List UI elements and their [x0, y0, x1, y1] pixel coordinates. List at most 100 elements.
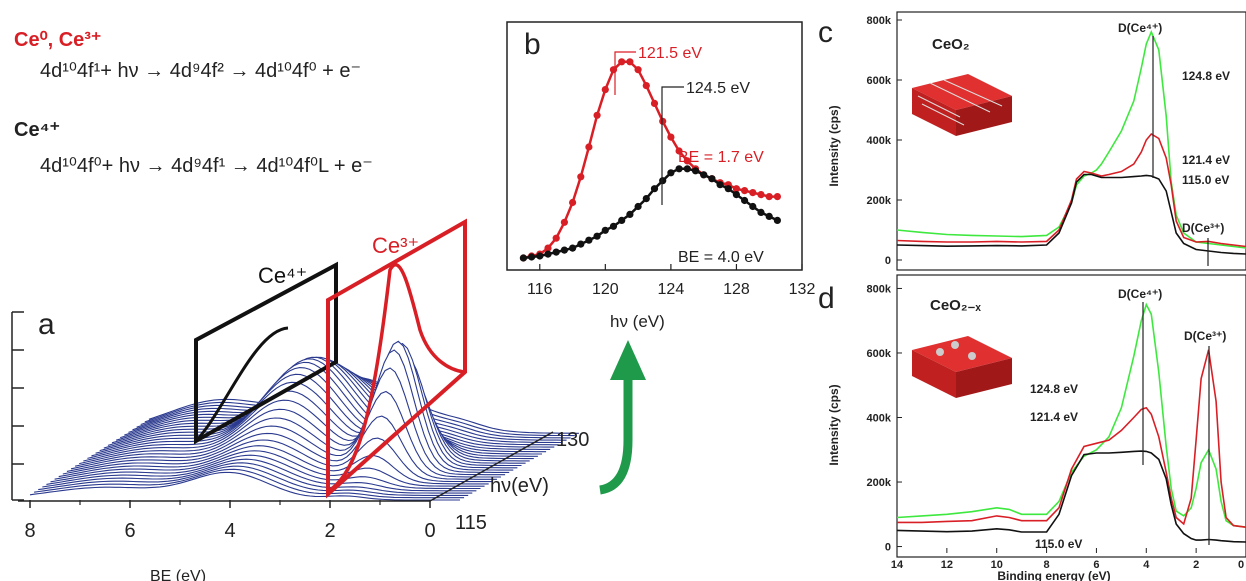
yaxis-tick-label: 400k [867, 135, 892, 147]
panel-d-xlabel: Binding energy (eV) [997, 569, 1110, 581]
panel-c-letter: c [818, 16, 833, 49]
panel-b-xtick-label: 128 [723, 281, 750, 298]
panel-c-frame [896, 11, 1246, 271]
panel-b-point [732, 191, 741, 199]
panel-b-point [544, 250, 552, 258]
panel-b-point [675, 147, 683, 155]
ce0-equation: 4d¹⁰4f¹+ hν → 4d⁹4f² → 4d¹⁰4f⁰ + e⁻ [40, 60, 361, 82]
b-124-label: 124.5 eV [686, 80, 750, 97]
panel-b-point [773, 193, 782, 201]
c-115-label: 115.0 eV [1182, 173, 1229, 187]
panel-b-point [659, 177, 667, 185]
panel-b-point [560, 246, 569, 254]
panel-b-point [593, 232, 601, 240]
yaxis-tick-label: 600k [867, 75, 892, 87]
panel-d-frame [896, 274, 1246, 558]
panel-b-point [773, 216, 782, 224]
b-124-leader [661, 86, 684, 205]
panel-a-ce4-frame [194, 261, 338, 445]
panel-b-point [528, 253, 536, 261]
panel-b-point [519, 254, 528, 262]
panel-b-point [552, 234, 560, 242]
panel-b-point [683, 157, 691, 165]
xaxis-tick-label: 14 [891, 559, 904, 571]
panel-b-point [601, 86, 609, 94]
yaxis-tick-label: 400k [867, 413, 892, 425]
panel-b-point [683, 165, 691, 173]
panel-a-xtick-label: 2 [324, 520, 335, 542]
panel-b-point [749, 189, 757, 197]
panel-a-xticks: 8 6 4 2 0 [24, 500, 436, 542]
panel-b-point [650, 185, 659, 193]
panel-b-point [765, 212, 773, 220]
d-dce4-label: D(Ce⁴⁺) [1118, 287, 1162, 301]
panel-b-point [634, 202, 642, 211]
ce0-label: Ce⁰, Ce³⁺ [14, 29, 101, 51]
d-dce3-label: D(Ce³⁺) [1184, 329, 1226, 343]
panel-b-point [732, 185, 741, 193]
panel-d-title: CeO₂₋ₓ [930, 297, 981, 314]
panel-d-plot [896, 302, 1246, 543]
d-121-label: 121.4 eV [1030, 410, 1078, 424]
panel-b-letter: b [524, 28, 541, 61]
panel-b-point [765, 193, 773, 201]
panel-b-point [708, 175, 716, 183]
yaxis-tick-label: 600k [867, 348, 892, 360]
b-red-series-label: BE = 1.7 eV [678, 149, 764, 166]
panel-a-xtick-label: 8 [24, 520, 35, 542]
panel-b-point [552, 248, 560, 256]
panel-b-point [585, 143, 593, 151]
panel-b-point [626, 210, 634, 218]
b-121-leader [614, 51, 636, 95]
xaxis-tick-label: 2 [1193, 559, 1199, 571]
yaxis-tick-label: 800k [867, 283, 892, 295]
panel-b: b 116 120 124 128 132 hν (eV) 121.5 eV 124.5… [506, 21, 815, 331]
xps-series-line [896, 302, 1246, 528]
panel-a-xlabel: BE (eV) [150, 568, 206, 581]
ceo2-lattice-icon [912, 74, 1012, 136]
panel-b-point [642, 195, 650, 203]
b-black-series-label: BE = 4.0 eV [678, 249, 764, 266]
d-124-label: 124.8 eV [1030, 382, 1078, 396]
xps-series-line [896, 29, 1246, 249]
panel-b-point [544, 244, 552, 252]
xaxis-tick-label: 10 [991, 559, 1003, 571]
xps-series-line [896, 132, 1246, 248]
panel-b-point [650, 99, 659, 107]
panel-b-point [691, 167, 700, 175]
c-121-label: 121.4 eV [1182, 153, 1230, 167]
xaxis-tick-label: 6 [1093, 559, 1099, 571]
c-dce3-label: D(Ce³⁺) [1182, 221, 1224, 235]
d-115-label: 115.0 eV [1035, 537, 1082, 551]
panel-b-xtick-label: 116 [527, 281, 553, 298]
panel-b-point [659, 117, 667, 125]
panel-b-point [675, 165, 683, 173]
panel-b-point [577, 173, 585, 181]
panel-a-ce4-label: Ce⁴⁺ [258, 263, 307, 288]
panel-b-point [741, 187, 749, 195]
panel-b-point [626, 58, 634, 66]
panel-b-point [642, 82, 650, 90]
panel-b-point [749, 202, 757, 211]
xaxis-tick-label: 0 [1238, 559, 1244, 571]
panel-b-xtick-label: 120 [592, 281, 619, 298]
panel-b-frame [506, 21, 803, 271]
panel-b-point [700, 171, 708, 179]
ce4-label: Ce⁴⁺ [14, 119, 60, 141]
xaxis-tick-label: 4 [1143, 559, 1150, 571]
panel-d: d 0 200k 400k 600k 800k 14 12 10 8 6 4 2 0 Intensity… [818, 274, 1246, 581]
panel-a-ce3-curve [328, 262, 465, 492]
xps-series-line [897, 349, 1246, 528]
panel-b-point [667, 133, 675, 141]
panel-b-point [593, 111, 601, 119]
panel-d-letter: d [818, 282, 835, 315]
panel-b-point [618, 216, 626, 224]
panel-b-point [609, 222, 618, 230]
c-dce4-label: D(Ce⁴⁺) [1118, 21, 1162, 35]
panel-b-point [601, 226, 609, 234]
panel-b-point [536, 252, 544, 260]
yaxis-tick-label: 800k [867, 15, 892, 27]
panel-c: c 0 200k 400k 600k 800k Intensity (cps) CeO₂… [818, 11, 1246, 271]
panel-a-xtick-label: 6 [124, 520, 135, 542]
xaxis-tick-label: 8 [1044, 559, 1050, 571]
